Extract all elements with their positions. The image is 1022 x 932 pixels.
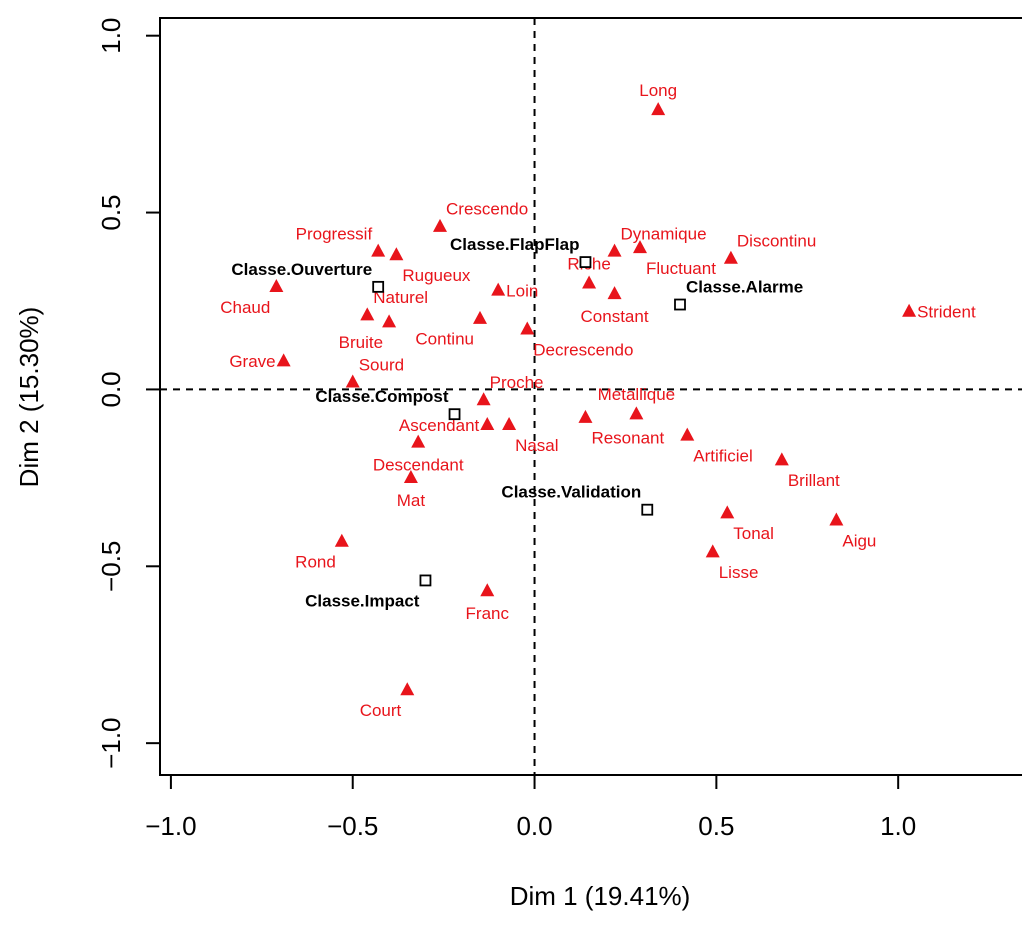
label-classe-ouverture: Classe.Ouverture — [231, 260, 372, 279]
point-artificiel — [680, 427, 695, 441]
point-long — [651, 102, 666, 116]
series-attributes: Long Crescendo Dynamique Discontinu Progress… — [220, 81, 976, 720]
point-franc — [480, 583, 495, 597]
label-classe-validation: Classe.Validation — [501, 483, 641, 502]
label-decrescendo: Decrescendo — [533, 340, 633, 359]
point-aigu — [829, 512, 844, 526]
point-classe-alarme — [674, 298, 686, 311]
point-tonal — [720, 505, 735, 519]
label-fluctuant: Fluctuant — [646, 259, 716, 278]
point-sourd — [345, 374, 360, 388]
point-bruite — [382, 314, 397, 328]
label-descendant: Descendant — [373, 455, 464, 474]
label-classe-impact: Classe.Impact — [305, 591, 420, 610]
point-discontinu — [723, 250, 738, 264]
y-axis-title: Dim 2 (15.30%) — [14, 307, 44, 488]
label-dynamique: Dynamique — [621, 224, 707, 243]
point-court — [400, 682, 415, 696]
label-nasal: Nasal — [515, 436, 558, 455]
x-tick-label: 0.0 — [516, 811, 552, 841]
label-classe-compost: Classe.Compost — [315, 387, 449, 406]
label-mat: Mat — [397, 491, 426, 510]
label-naturel: Naturel — [373, 288, 428, 307]
point-brillant — [774, 452, 789, 466]
label-loin: Loin — [506, 281, 538, 300]
label-progressif: Progressif — [296, 224, 373, 243]
label-grave: Grave — [229, 352, 275, 371]
x-tick-label: −0.5 — [327, 811, 378, 841]
point-chaud — [269, 279, 284, 293]
axes: −1.0 −0.5 0.0 0.5 1.0 −1.0 −0.5 0.0 0.5 1.0 — [96, 18, 916, 841]
point-decrescendo — [520, 321, 535, 335]
label-ascendant: Ascendant — [399, 416, 480, 435]
label-tonal: Tonal — [733, 524, 774, 543]
y-tick-label: 0.5 — [96, 194, 126, 230]
label-court: Court — [360, 701, 402, 720]
point-mat — [403, 470, 418, 484]
y-tick-label: 0.0 — [96, 371, 126, 407]
point-constant — [607, 286, 622, 300]
plot-frame — [159, 17, 1022, 776]
point-strident — [902, 303, 917, 317]
point-classe-compost — [448, 408, 461, 421]
data-points: Long Crescendo Dynamique Discontinu Progress… — [220, 81, 976, 720]
point-metallique — [629, 406, 644, 420]
label-long: Long — [639, 81, 677, 100]
point-loin — [491, 282, 506, 296]
x-tick-label: 0.5 — [698, 811, 734, 841]
point-crescendo — [433, 218, 447, 232]
point-progressif — [371, 243, 386, 257]
point-ascendant — [480, 416, 495, 430]
y-tick-label: −0.5 — [96, 541, 126, 592]
label-lisse: Lisse — [719, 563, 759, 582]
point-descendant — [411, 434, 426, 448]
label-rugueux: Rugueux — [402, 266, 471, 285]
label-continu: Continu — [415, 330, 474, 349]
point-classe-validation — [641, 503, 654, 516]
label-artificiel: Artificiel — [693, 446, 753, 465]
point-resonant — [578, 409, 593, 423]
point-naturel — [360, 307, 375, 321]
label-metallique: Metallique — [598, 385, 676, 404]
point-rugueux — [389, 247, 404, 261]
point-nasal — [502, 416, 517, 430]
label-brillant: Brillant — [788, 471, 840, 490]
point-proche — [476, 392, 491, 406]
point-dynamique — [607, 243, 622, 257]
point-lisse — [705, 544, 720, 558]
point-classe-flapflap — [579, 256, 592, 268]
label-franc: Franc — [466, 604, 510, 623]
x-tick-label: −1.0 — [145, 811, 196, 841]
label-aigu: Aigu — [842, 531, 876, 550]
point-fluctuant — [633, 240, 647, 254]
x-tick-label: 1.0 — [880, 811, 916, 841]
reference-lines — [160, 18, 1022, 775]
label-bruite: Bruite — [339, 333, 383, 352]
x-axis-title: Dim 1 (19.41%) — [510, 881, 691, 911]
y-tick-label: 1.0 — [96, 18, 126, 54]
label-classe-alarme: Classe.Alarme — [686, 278, 803, 297]
series-classes: Classe.FlapFlap Classe.Ouverture Classe.Al… — [231, 235, 803, 610]
label-rond: Rond — [295, 553, 336, 572]
point-classe-impact — [419, 574, 432, 587]
label-classe-flapflap: Classe.FlapFlap — [450, 235, 579, 254]
y-tick-label: −1.0 — [96, 717, 126, 768]
label-crescendo: Crescendo — [446, 200, 528, 219]
label-constant: Constant — [581, 307, 649, 326]
label-proche: Proche — [490, 373, 544, 392]
label-chaud: Chaud — [220, 298, 270, 317]
point-classe-ouverture — [372, 280, 385, 293]
point-riche — [582, 275, 597, 289]
point-rond — [334, 533, 349, 547]
label-discontinu: Discontinu — [737, 232, 816, 251]
label-sourd: Sourd — [359, 355, 404, 374]
point-grave — [276, 353, 291, 367]
label-resonant: Resonant — [591, 429, 664, 448]
label-strident: Strident — [917, 303, 976, 322]
point-continu — [473, 310, 487, 324]
